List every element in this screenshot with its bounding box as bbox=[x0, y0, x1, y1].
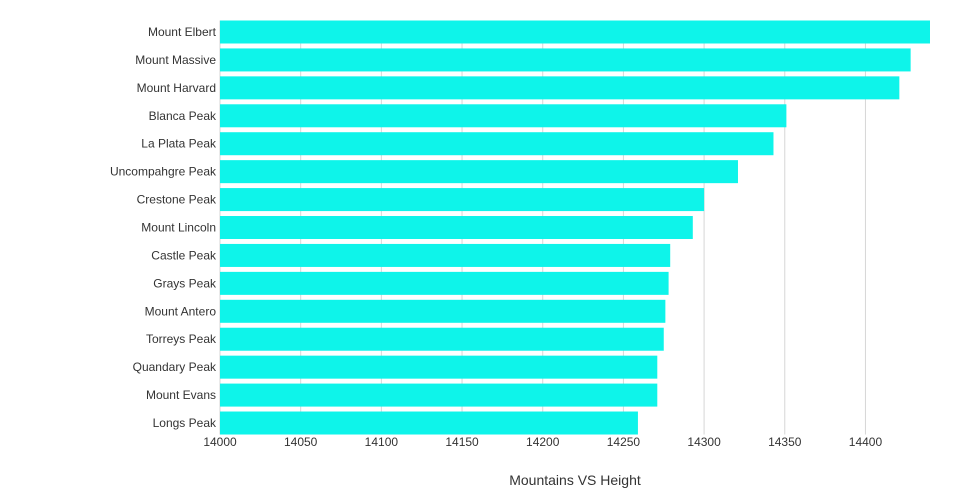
bar bbox=[220, 383, 658, 407]
x-tick-label: 14350 bbox=[768, 435, 802, 449]
category-label: Castle Peak bbox=[151, 248, 217, 262]
category-label: Longs Peak bbox=[153, 416, 217, 430]
bar bbox=[220, 48, 911, 72]
bar bbox=[220, 76, 900, 100]
category-labels: Mount Elbert Mount Massive Mount Harvard Bl… bbox=[110, 25, 217, 430]
x-tick-label: 14100 bbox=[365, 435, 399, 449]
x-tick-labels: 14000 14050 14100 14150 14200 14250 14300 14350… bbox=[203, 435, 882, 449]
bar bbox=[220, 411, 638, 435]
x-axis-title: Mountains VS Height bbox=[509, 472, 641, 488]
bar bbox=[220, 188, 705, 212]
bar bbox=[220, 243, 671, 267]
bar bbox=[220, 104, 787, 128]
category-label: Mount Harvard bbox=[137, 81, 216, 95]
bar bbox=[220, 132, 774, 156]
category-label: Grays Peak bbox=[153, 276, 217, 290]
bar bbox=[220, 216, 693, 240]
x-tick-label: 14250 bbox=[607, 435, 641, 449]
category-label: Mount Elbert bbox=[148, 25, 217, 39]
category-label: Uncompahgre Peak bbox=[110, 165, 217, 179]
category-label: Mount Antero bbox=[145, 304, 217, 318]
x-tick-label: 14400 bbox=[849, 435, 883, 449]
x-tick-label: 14200 bbox=[526, 435, 560, 449]
x-tick-label: 14000 bbox=[203, 435, 237, 449]
bar bbox=[220, 299, 666, 323]
x-tick-label: 14300 bbox=[687, 435, 721, 449]
category-label: Mount Lincoln bbox=[141, 221, 216, 235]
bar bbox=[220, 20, 930, 44]
bar bbox=[220, 271, 669, 295]
bar bbox=[220, 355, 658, 379]
bars bbox=[220, 20, 930, 435]
category-label: Mount Massive bbox=[135, 53, 216, 67]
category-label: Torreys Peak bbox=[146, 332, 217, 346]
category-label: Blanca Peak bbox=[149, 109, 217, 123]
x-tick-label: 14150 bbox=[445, 435, 479, 449]
category-label: Mount Evans bbox=[146, 388, 216, 402]
category-label: Quandary Peak bbox=[133, 360, 217, 374]
category-label: Crestone Peak bbox=[137, 193, 217, 207]
x-tick-label: 14050 bbox=[284, 435, 318, 449]
bar bbox=[220, 160, 738, 184]
category-label: La Plata Peak bbox=[141, 137, 217, 151]
bar bbox=[220, 327, 664, 351]
